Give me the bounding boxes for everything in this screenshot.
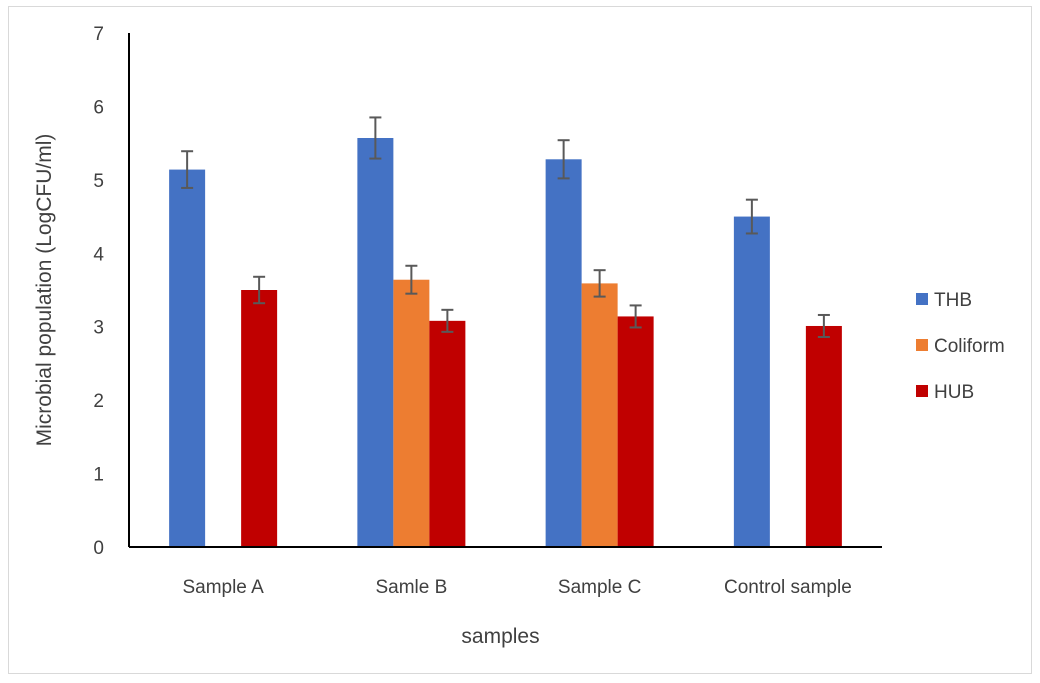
bar-thb-2 [357, 138, 394, 547]
y-tick-label: 5 [93, 171, 104, 192]
bar-hub-2 [429, 320, 466, 547]
legend-label: THB [934, 290, 972, 311]
legend-label: Coliform [934, 336, 1005, 357]
x-axis-title: samples [461, 625, 539, 648]
category-labels: Sample A Samle B Sample C Control sample [182, 577, 851, 598]
error-bar-hub-1 [253, 275, 266, 305]
category-label: Control sample [724, 577, 852, 598]
y-tick-label: 0 [93, 538, 104, 559]
error-bar-coliform-2 [405, 264, 418, 295]
legend-item-thb: THB [916, 290, 972, 311]
category-label: Sample A [182, 577, 264, 598]
legend-label: HUB [934, 382, 974, 403]
bar-hub-1 [241, 290, 278, 547]
legend-swatch [916, 385, 928, 397]
bar-thb-4 [733, 216, 770, 548]
bars [169, 138, 842, 548]
category-label: Sample C [558, 577, 641, 598]
y-tick-label: 3 [93, 318, 104, 339]
bar-thb-3 [545, 159, 582, 547]
legend-item-hub: HUB [916, 382, 974, 403]
legend: THB Coliform HUB [916, 290, 1005, 403]
legend-item-coliform: Coliform [916, 336, 1005, 357]
error-bar-thb-2 [369, 116, 382, 160]
y-tick-label: 6 [93, 97, 104, 118]
y-tick-label: 7 [93, 24, 104, 45]
error-bars [181, 116, 830, 338]
y-tick-labels: 0 1 2 3 4 5 6 7 [93, 24, 104, 559]
error-bar-hub-2 [441, 308, 454, 333]
bar-coliform-2 [393, 279, 430, 547]
bar-hub-4 [805, 325, 842, 547]
bar-thb-1 [169, 169, 206, 547]
error-bar-coliform-3 [593, 269, 606, 298]
error-bar-hub-4 [817, 313, 830, 338]
y-tick-label: 1 [93, 465, 104, 486]
bar-coliform-3 [581, 283, 618, 547]
bar-hub-3 [617, 316, 654, 547]
error-bar-hub-3 [629, 304, 642, 329]
y-axis-title: Microbial population (LogCFU/ml) [33, 134, 56, 447]
y-tick-label: 4 [93, 244, 104, 265]
category-label: Samle B [375, 577, 447, 598]
legend-swatch [916, 339, 928, 351]
error-bar-thb-4 [745, 198, 758, 235]
error-bar-thb-1 [181, 150, 194, 189]
legend-swatch [916, 293, 928, 305]
y-tick-label: 2 [93, 391, 104, 412]
error-bar-thb-3 [557, 139, 570, 180]
